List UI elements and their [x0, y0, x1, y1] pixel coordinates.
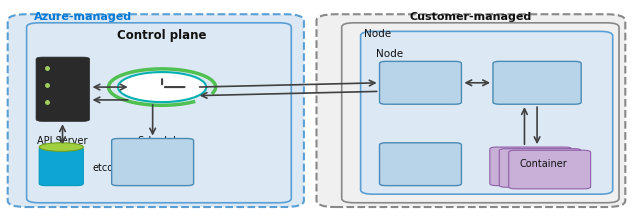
Text: Node: Node [377, 49, 403, 59]
FancyBboxPatch shape [380, 143, 461, 186]
Text: kubelet: kubelet [402, 78, 439, 88]
FancyBboxPatch shape [111, 138, 194, 186]
Text: Customer-managed: Customer-managed [410, 12, 532, 22]
FancyBboxPatch shape [380, 61, 461, 104]
FancyBboxPatch shape [27, 23, 291, 203]
FancyBboxPatch shape [39, 147, 84, 186]
Ellipse shape [39, 143, 84, 151]
Text: Scheduler: Scheduler [137, 136, 187, 146]
Text: Container
runtime: Container runtime [513, 72, 561, 94]
FancyBboxPatch shape [36, 57, 90, 121]
Text: etcd: etcd [93, 163, 114, 173]
FancyBboxPatch shape [342, 23, 619, 203]
FancyBboxPatch shape [490, 147, 572, 186]
FancyBboxPatch shape [499, 149, 581, 187]
Text: Node: Node [364, 29, 391, 39]
Polygon shape [118, 72, 206, 102]
FancyBboxPatch shape [509, 150, 591, 189]
Text: API Server: API Server [37, 136, 88, 146]
FancyBboxPatch shape [8, 14, 304, 207]
Text: Container: Container [520, 159, 567, 169]
Text: Controller
manager: Controller manager [128, 151, 177, 173]
FancyBboxPatch shape [493, 61, 581, 104]
Text: Control plane: Control plane [117, 29, 207, 42]
FancyBboxPatch shape [361, 31, 613, 194]
FancyBboxPatch shape [316, 14, 625, 207]
Text: kube-proxy: kube-proxy [393, 159, 448, 169]
Text: Azure-managed: Azure-managed [34, 12, 132, 22]
